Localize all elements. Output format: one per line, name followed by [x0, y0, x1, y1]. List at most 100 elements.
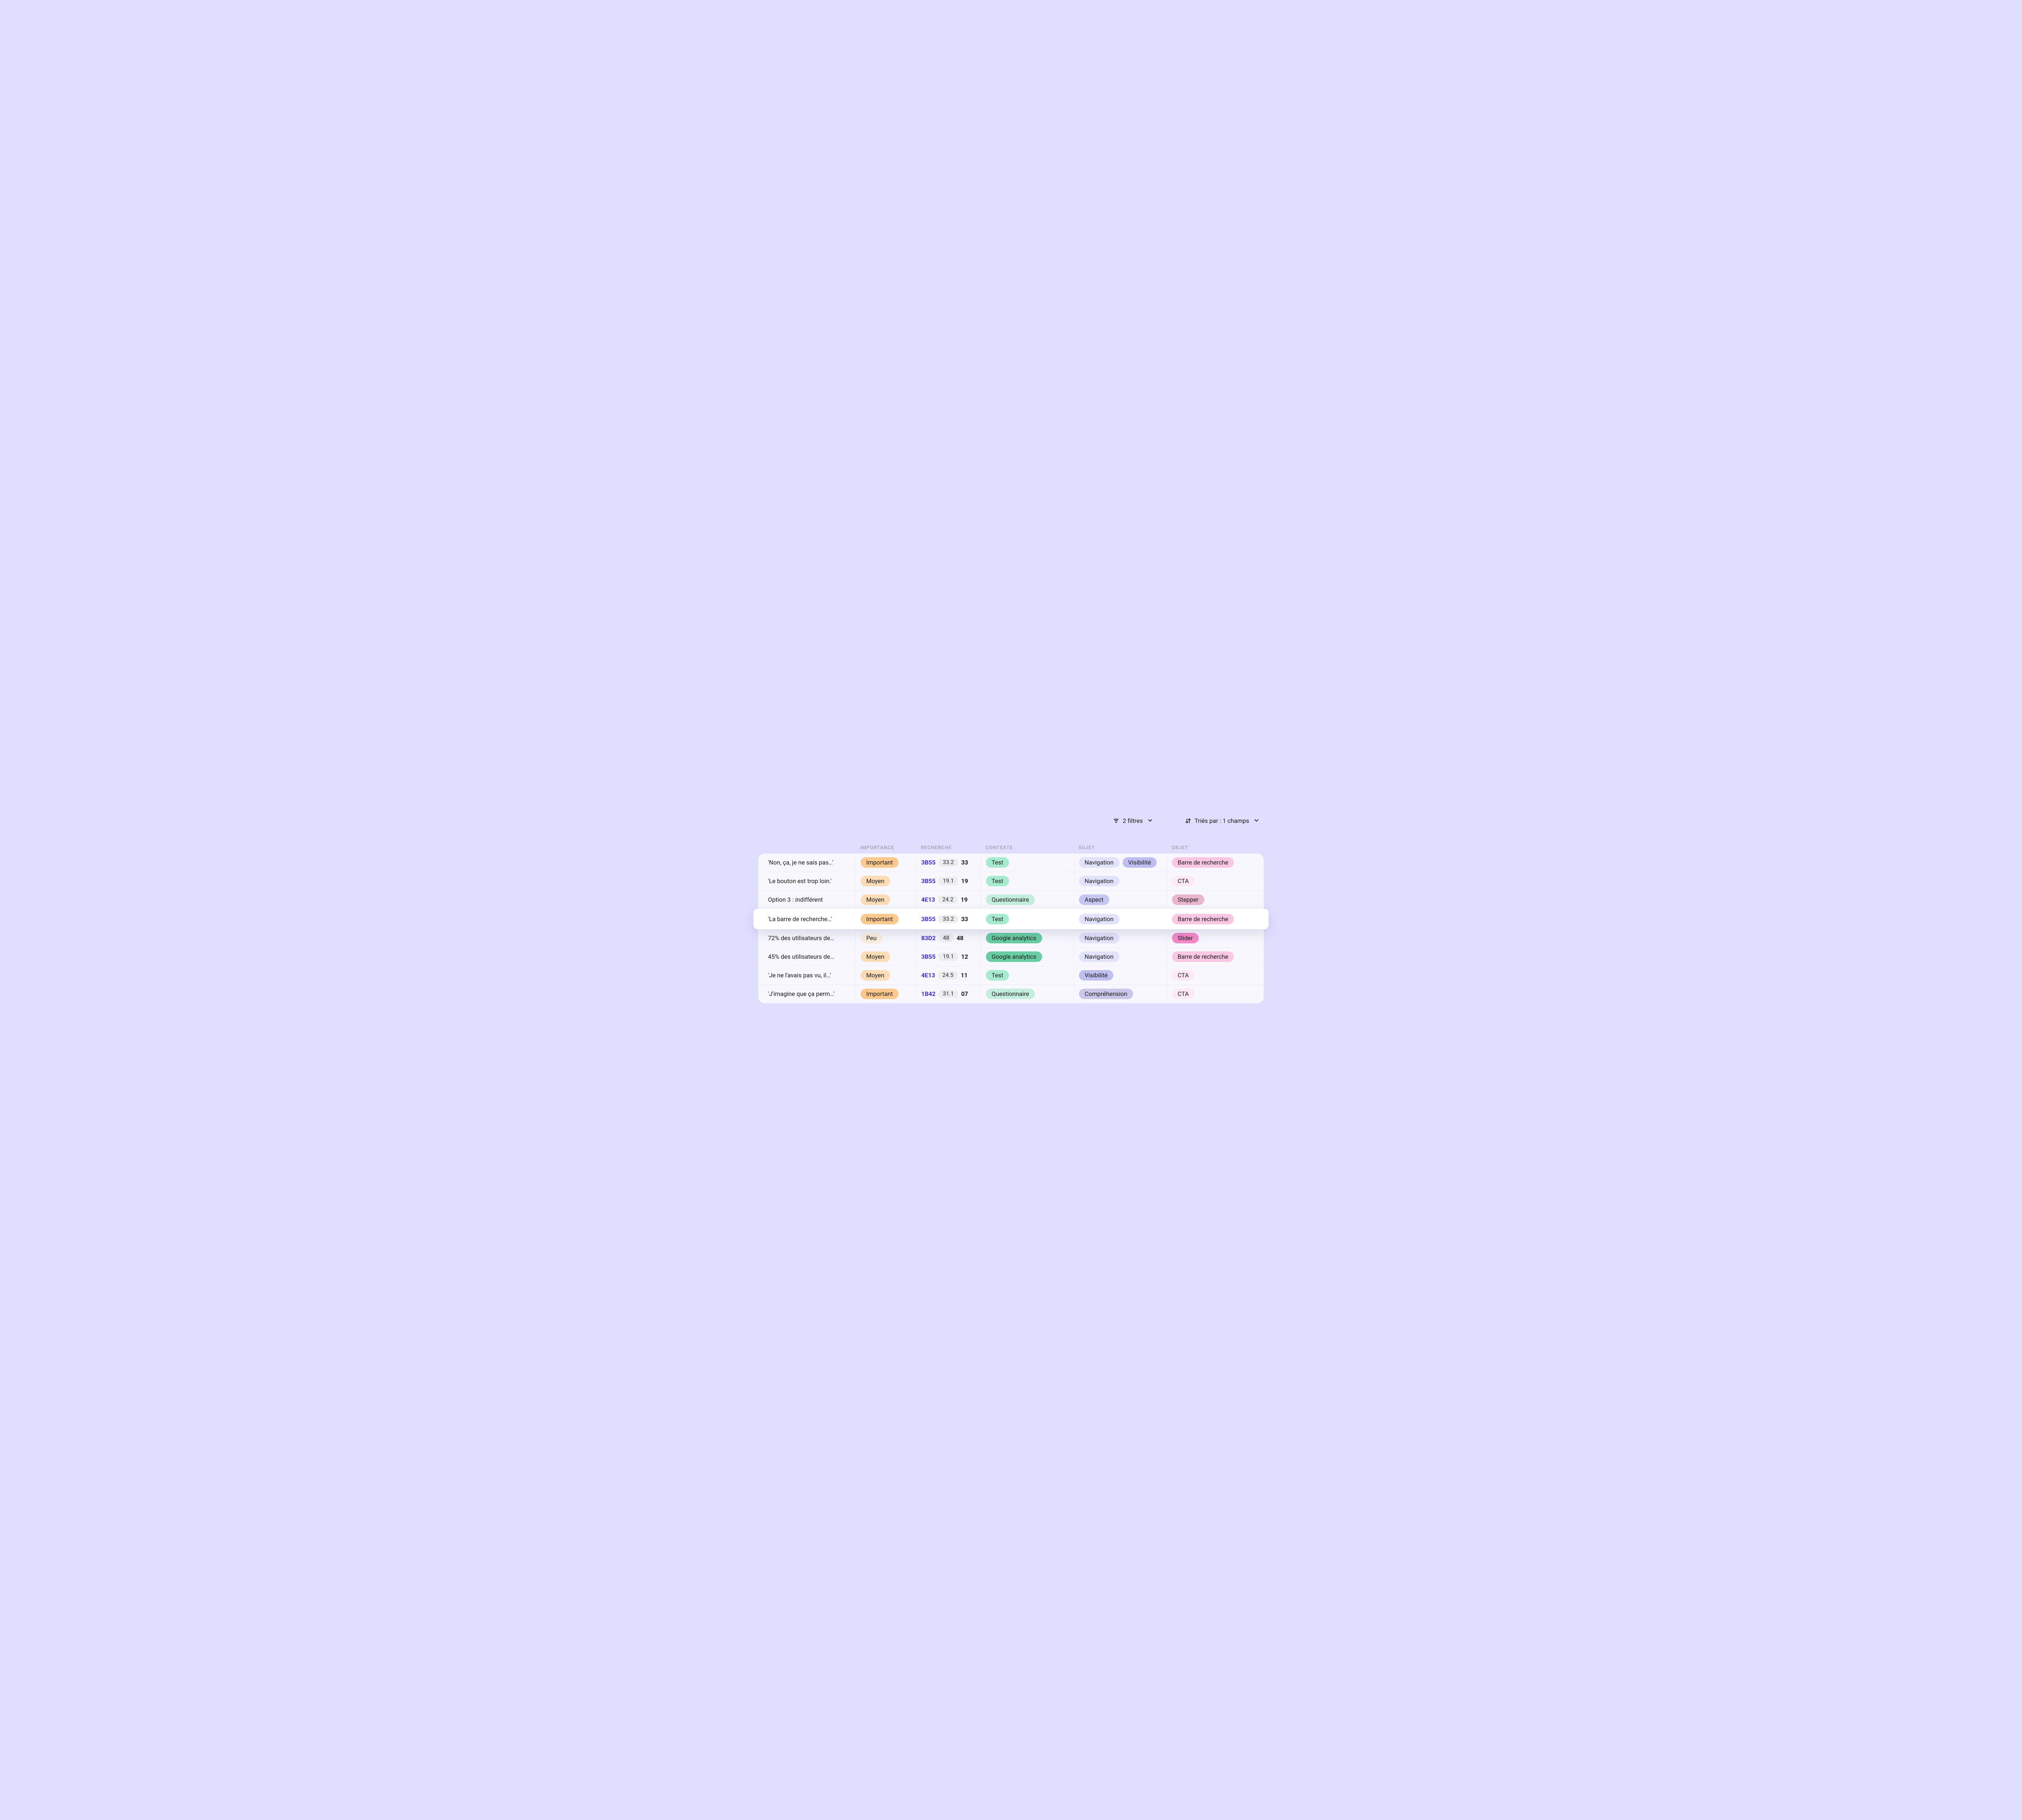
badge-cta[interactable]: CTA — [1172, 970, 1195, 981]
cell-importance: Moyen — [855, 891, 916, 909]
badge-navigation[interactable]: Navigation — [1079, 857, 1119, 868]
sort-button[interactable]: Triés par : 1 champs — [1185, 817, 1259, 824]
badge-comprehension[interactable]: Compréhension — [1079, 989, 1133, 999]
badge-moyen[interactable]: Moyen — [861, 876, 890, 886]
cell-contexte: Test — [981, 909, 1074, 929]
recherche-metric: 19.1 — [939, 877, 958, 885]
table-body: 'Non, ça, je ne sais pas…'Important3B553… — [758, 854, 1264, 1003]
recherche-code[interactable]: 3B55 — [921, 953, 935, 960]
badge-barre[interactable]: Barre de recherche — [1172, 857, 1234, 868]
recherche-rank: 19 — [961, 896, 968, 903]
cell-contexte: Google analytics — [981, 948, 1074, 966]
badge-google[interactable]: Google analytics — [986, 951, 1042, 962]
row-title: 'Je ne l'avais pas vu, il…' — [768, 972, 831, 979]
badge-questionnaire[interactable]: Questionnaire — [986, 989, 1035, 999]
badge-peu[interactable]: Peu — [861, 933, 882, 943]
table-row[interactable]: Option 3 : indifférentMoyen4E1324.219Que… — [758, 890, 1264, 909]
cell-recherche: 3B55 19.119 — [916, 872, 981, 890]
cell-recherche: 83D24848 — [916, 929, 981, 947]
badge-questionnaire[interactable]: Questionnaire — [986, 894, 1035, 905]
badge-navigation[interactable]: Navigation — [1079, 951, 1119, 962]
row-title: 'Non, ça, je ne sais pas…' — [768, 859, 833, 866]
badge-important[interactable]: Important — [861, 857, 899, 868]
badge-moyen[interactable]: Moyen — [861, 894, 890, 905]
cell-sujet: Navigation — [1074, 948, 1167, 966]
cell-objet: Barre de recherche — [1167, 909, 1260, 929]
data-table: IMPORTANCE RECHERCHE CONTEXTE SUJET OBJE… — [758, 845, 1264, 1003]
recherche-code[interactable]: 83D2 — [921, 934, 936, 942]
row-title: 'Le bouton est trop loin.' — [768, 877, 831, 885]
cell-objet: Barre de recherche — [1167, 854, 1260, 872]
col-sujet[interactable]: SUJET — [1074, 845, 1167, 850]
cell-recherche: 4E1324.2 19 — [916, 891, 981, 909]
recherche-metric: 24.2 — [938, 896, 957, 904]
cell-recherche: 1B4231.107 — [916, 985, 981, 1003]
badge-barre[interactable]: Barre de recherche — [1172, 951, 1234, 962]
badge-test[interactable]: Test — [986, 914, 1009, 924]
badge-google[interactable]: Google analytics — [986, 933, 1042, 943]
badge-important[interactable]: Important — [861, 914, 899, 924]
sujet-tags: Visibilité — [1079, 970, 1113, 981]
table-row[interactable]: 'Non, ça, je ne sais pas…' Important 3B55 3… — [758, 854, 1264, 872]
recherche-code[interactable]: 4E13 — [921, 972, 935, 979]
badge-test[interactable]: Test — [986, 970, 1009, 981]
cell-recherche: 3B5533.233 — [916, 909, 981, 929]
recherche-metric: 33.2 — [939, 858, 958, 867]
recherche-metric: 24.5 — [938, 971, 957, 979]
cell-recherche: 3B5533.233 — [916, 854, 981, 872]
cell-objet: Barre de recherche — [1167, 948, 1260, 966]
sort-icon — [1185, 818, 1191, 824]
badge-navigation[interactable]: Navigation — [1079, 914, 1119, 924]
recherche-metric: 48 — [939, 934, 954, 942]
recherche-code[interactable]: 3B55 — [921, 859, 935, 866]
table-row[interactable]: 'La barre de recherche…'Important3B5533.… — [753, 909, 1269, 929]
table-row[interactable]: 45% des utilisateurs de…Moyen3B5519.112G… — [758, 947, 1264, 966]
col-importance[interactable]: IMPORTANCE — [855, 845, 916, 850]
recherche-rank: 07 — [961, 990, 968, 998]
recherche-rank: 19 — [961, 877, 968, 885]
col-objet[interactable]: OBJET — [1167, 845, 1260, 850]
toolbar: 2 filtres Triés par : 1 champs — [758, 817, 1264, 845]
col-recherche[interactable]: RECHERCHE — [916, 845, 981, 850]
badge-test[interactable]: Test — [986, 857, 1009, 868]
table-row[interactable]: 72% des utilisateurs de… Peu 83D24848 Googl… — [758, 929, 1264, 947]
sort-label: Triés par : 1 champs — [1195, 817, 1249, 824]
table-row[interactable]: 'J'imagine que ça perm…'Important1B4231.… — [758, 985, 1264, 1003]
cell-importance: Moyen — [855, 966, 916, 985]
objet-tags: Barre de recherche — [1172, 914, 1234, 924]
chevron-down-icon — [1148, 817, 1153, 824]
objet-tags: CTA — [1172, 876, 1195, 886]
badge-barre[interactable]: Barre de recherche — [1172, 914, 1234, 924]
badge-visibilite[interactable]: Visibilité — [1079, 970, 1113, 981]
badge-moyen[interactable]: Moyen — [861, 970, 890, 981]
badge-slider[interactable]: Slider — [1172, 933, 1199, 943]
cell-objet: CTA — [1167, 966, 1260, 985]
recherche-code[interactable]: 3B55 — [921, 877, 935, 885]
cell-recherche: 3B5519.112 — [916, 948, 981, 966]
cell-contexte: Questionnaire — [981, 891, 1074, 909]
badge-cta[interactable]: CTA — [1172, 989, 1195, 999]
badge-test[interactable]: Test — [986, 876, 1009, 886]
cell-title: 72% des utilisateurs de… — [758, 929, 855, 947]
badge-navigation[interactable]: Navigation — [1079, 933, 1119, 943]
recherche-code[interactable]: 3B55 — [921, 915, 935, 923]
badge-important[interactable]: Important — [861, 989, 899, 999]
filters-button[interactable]: 2 filtres — [1113, 817, 1153, 824]
recherche-rank: 11 — [961, 972, 968, 979]
recherche-code[interactable]: 4E13 — [921, 896, 935, 903]
table-container: 2 filtres Triés par : 1 champs IMPORTANC… — [758, 817, 1264, 1003]
badge-moyen[interactable]: Moyen — [861, 951, 890, 962]
objet-tags: CTA — [1172, 989, 1195, 999]
col-contexte[interactable]: CONTEXTE — [981, 845, 1074, 850]
table-row[interactable]: 'Le bouton est trop loin.' Moyen 3B55 19.11… — [758, 872, 1264, 890]
badge-navigation[interactable]: Navigation — [1079, 876, 1119, 886]
badge-aspect[interactable]: Aspect — [1079, 894, 1109, 905]
cell-objet: CTA — [1167, 985, 1260, 1003]
badge-visibilite[interactable]: Visibilité — [1123, 857, 1157, 868]
badge-cta[interactable]: CTA — [1172, 876, 1195, 886]
recherche-code[interactable]: 1B42 — [921, 990, 935, 998]
badge-stepper[interactable]: Stepper — [1172, 894, 1204, 905]
chevron-down-icon — [1254, 817, 1259, 824]
cell-title: 'Le bouton est trop loin.' — [758, 872, 855, 890]
table-row[interactable]: 'Je ne l'avais pas vu, il…' Moyen 4E1324.5… — [758, 966, 1264, 985]
